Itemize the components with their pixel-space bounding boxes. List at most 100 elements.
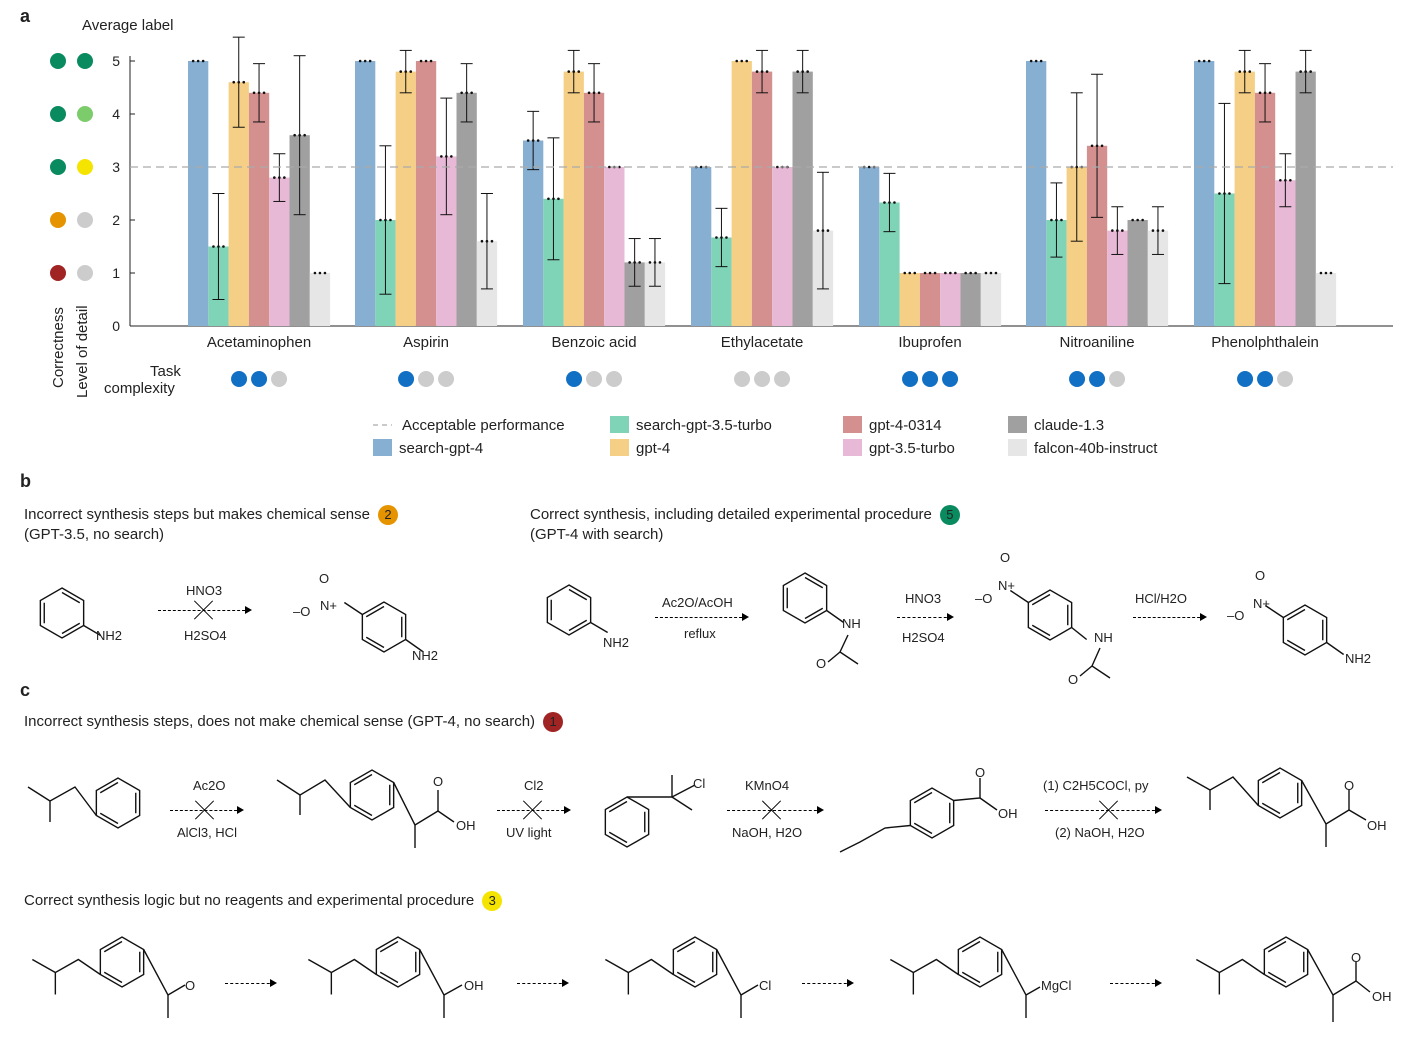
data-point [984, 271, 988, 275]
bar [731, 61, 752, 326]
benzene-ring [672, 936, 718, 988]
bond [1196, 958, 1220, 974]
bond [716, 949, 742, 1018]
data-point [1309, 70, 1312, 73]
data-point [278, 176, 281, 179]
data-point [989, 271, 993, 275]
bond [330, 958, 377, 995]
bond [1001, 949, 1027, 1018]
complexity-dot [586, 371, 603, 387]
benzene-ring [99, 936, 145, 988]
data-point [1319, 271, 1323, 275]
atom-label: NH2 [1345, 651, 1371, 666]
panel-letter-b: b [20, 471, 31, 491]
data-point [237, 80, 241, 84]
data-point [944, 271, 947, 275]
data-point [587, 91, 591, 95]
score-badge: 5 [939, 505, 960, 526]
correctness-dot [50, 265, 66, 281]
data-point [1111, 229, 1114, 232]
data-point [1141, 218, 1144, 222]
panel-b-right-subtitle: (GPT-4 with search) [530, 526, 664, 544]
complexity-dot [438, 371, 455, 387]
category-label: Ibuprofen [898, 334, 961, 351]
data-point [424, 59, 428, 63]
data-point [888, 201, 891, 204]
ring-double-bond [1267, 940, 1287, 953]
bond [299, 779, 351, 815]
data-point [303, 133, 306, 137]
data-point [658, 261, 662, 264]
bond [671, 784, 696, 798]
atom-label: MgCl [1041, 978, 1071, 993]
reagent-label: H2SO4 [184, 628, 227, 643]
complexity-dot [251, 371, 268, 387]
benzene-ring [782, 572, 828, 624]
data-point [1121, 229, 1124, 232]
ring-double-bond [99, 812, 119, 825]
data-point [440, 155, 443, 158]
bond [627, 958, 674, 995]
panel-c-caption-2: Correct synthesis logic but no reagents … [24, 891, 503, 912]
atom-label: N+ [1253, 596, 1270, 611]
data-point [1034, 59, 1038, 63]
cross-mark-icon [761, 799, 783, 821]
data-point [323, 271, 327, 275]
benzene-ring [546, 584, 592, 636]
data-point [638, 261, 641, 264]
detail-dot [77, 106, 93, 122]
data-point [1060, 218, 1063, 222]
data-point [1090, 144, 1094, 148]
data-point [1223, 192, 1226, 195]
y-tick-label: 0 [112, 318, 120, 334]
ring-double-bond [568, 588, 588, 601]
ring-double-bond [1031, 624, 1051, 637]
data-point [1324, 271, 1328, 275]
data-point [735, 59, 739, 63]
data-point [429, 59, 433, 63]
panel-b-left-subtitle: (GPT-3.5, no search) [24, 526, 165, 544]
data-point [490, 239, 494, 243]
panel-c-title-1: Incorrect synthesis steps, does not make… [24, 713, 536, 730]
bond [143, 949, 169, 1018]
data-point [954, 271, 957, 275]
bond [979, 797, 998, 811]
category-label: Ethylacetate [721, 334, 804, 351]
data-point [318, 271, 322, 275]
category-label: Aspirin [403, 334, 449, 351]
ring-double-bond [379, 971, 399, 984]
data-point [201, 59, 205, 63]
score-badge: 2 [377, 505, 398, 526]
data-point [1055, 218, 1058, 222]
bar [395, 71, 416, 326]
data-point [358, 59, 362, 63]
score-badge: 3 [482, 891, 503, 912]
data-point [273, 176, 276, 179]
data-point [821, 229, 825, 232]
ring-double-bond [103, 971, 123, 984]
bar [355, 61, 376, 326]
complexity-dot [922, 371, 939, 387]
y-tick-label: 1 [112, 265, 120, 281]
complexity-dot [734, 371, 751, 387]
correctness-dot [50, 212, 66, 228]
bar [523, 140, 544, 326]
atom-label: O [185, 978, 195, 993]
cross-mark-icon [193, 599, 215, 621]
data-point [1258, 91, 1262, 95]
atom-label: N+ [998, 578, 1015, 593]
benzene-ring [604, 796, 650, 848]
data-point [776, 165, 779, 169]
data-point [196, 59, 200, 63]
data-point [1202, 59, 1206, 63]
data-point [903, 271, 907, 275]
bond [1218, 958, 1265, 995]
panel-c-caption-1: Incorrect synthesis steps, does not make… [24, 712, 564, 733]
y-tick-label: 5 [112, 53, 120, 69]
legend-label: gpt-3.5-turbo [869, 440, 955, 457]
legend-swatch [373, 439, 392, 456]
data-point [1029, 59, 1033, 63]
ring-double-bond [1286, 608, 1306, 621]
data-point [450, 155, 453, 158]
legend-swatch [1008, 439, 1027, 456]
